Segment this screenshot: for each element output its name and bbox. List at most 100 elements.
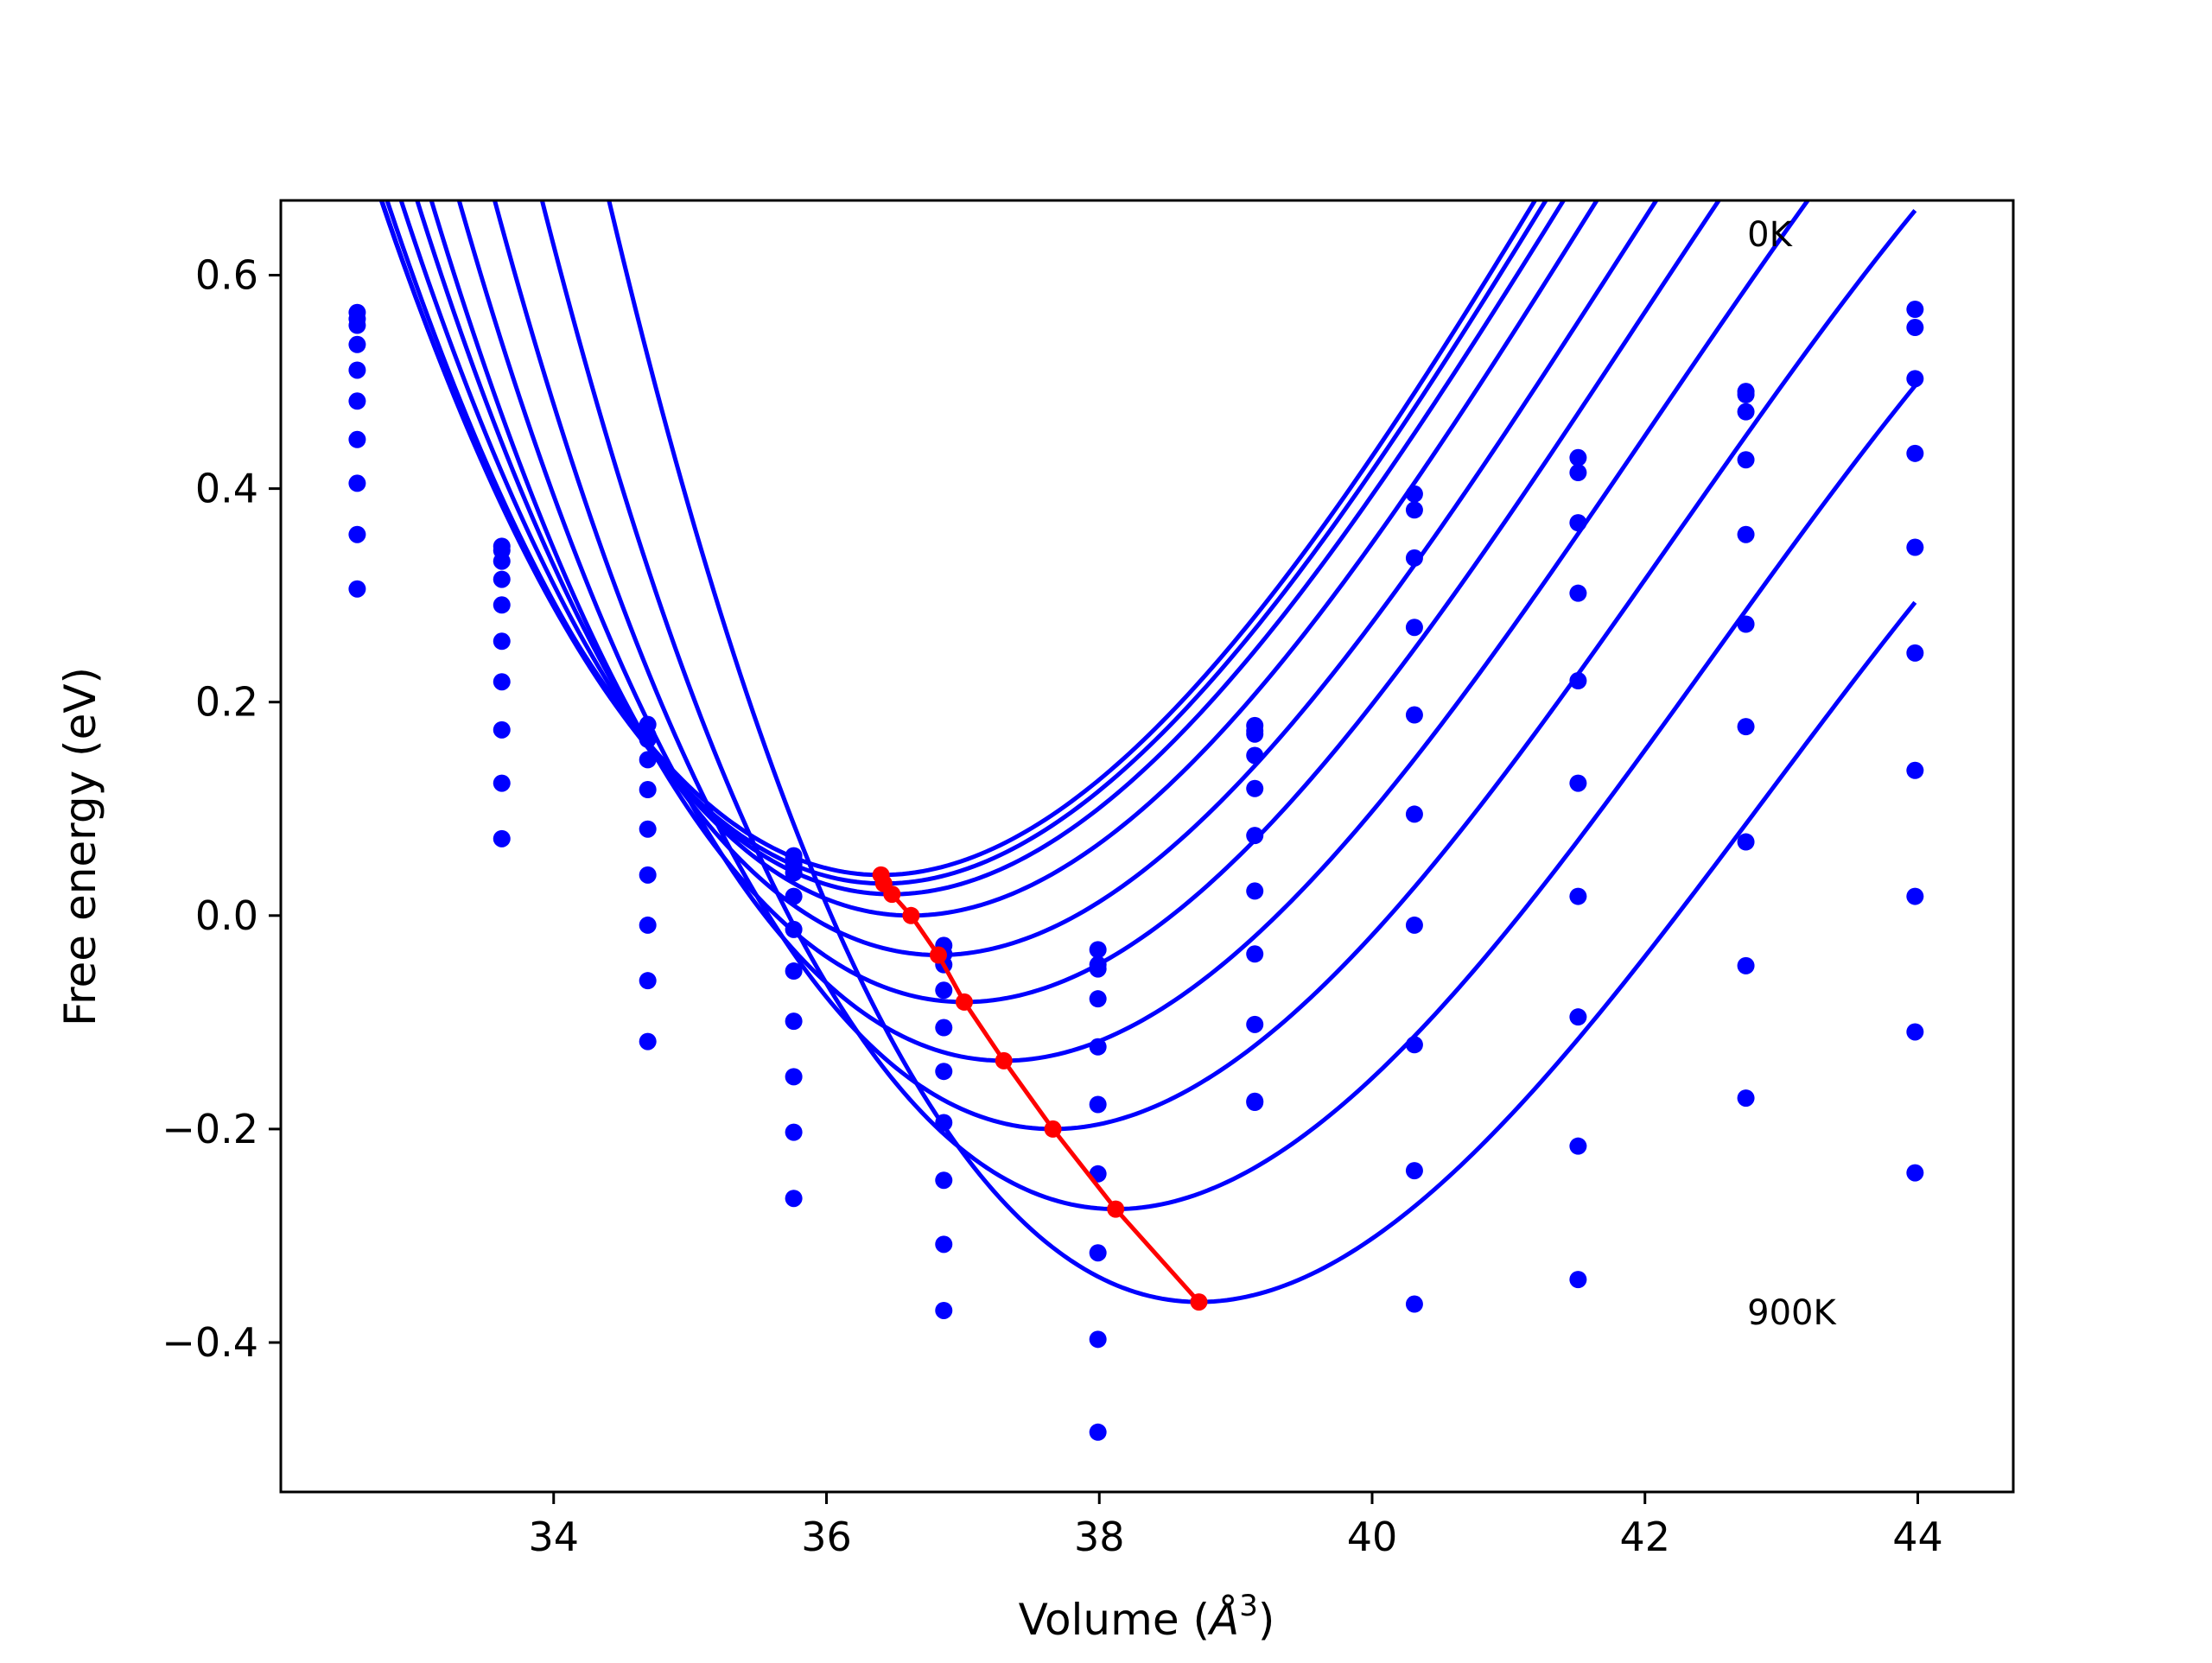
data-point [1906,644,1924,662]
data-point [1405,485,1423,503]
data-point [1737,956,1755,974]
data-point [639,730,657,748]
data-point [1569,671,1587,689]
curve-annotation: 900K [1747,1293,1837,1333]
data-point [935,981,953,1000]
data-point [935,1301,953,1319]
data-point [1089,941,1107,959]
data-point [1737,403,1755,421]
fit-curve-1 [379,200,1548,886]
data-point [785,1123,803,1141]
data-point [1246,827,1264,845]
data-point [493,829,511,847]
y-axis-label: Free energy (eV) [55,667,105,1026]
data-point [1569,774,1587,792]
data-point [1089,1244,1107,1262]
minimum-point [995,1051,1013,1070]
data-point [1246,1015,1264,1033]
data-point [1737,615,1755,633]
data-point [1089,1095,1107,1114]
y-tick-label: 0.2 [195,679,258,726]
data-point [493,673,511,691]
data-point [639,751,657,769]
fit-curve-5 [429,200,1722,1005]
data-point [1405,805,1423,823]
data-point [1737,833,1755,851]
x-tick-label: 40 [1347,1514,1398,1560]
data-point [493,570,511,588]
x-tick-label: 36 [801,1514,852,1560]
data-point [1737,1089,1755,1108]
minimum-point [929,946,947,964]
data-point [1906,444,1924,462]
plot-frame [279,199,2015,1494]
fit-curve-2 [385,200,1567,897]
data-point [348,316,366,334]
data-point [493,632,511,651]
y-tick-label: −0.4 [162,1319,258,1366]
data-point [639,1032,657,1050]
data-point [1405,1295,1423,1313]
minimum-point [1044,1120,1062,1138]
data-point [348,361,366,379]
data-point [1737,718,1755,736]
minimum-point [883,885,901,904]
data-point [1569,887,1587,905]
data-point [1906,761,1924,779]
y-tick-label: −0.2 [162,1106,258,1152]
fit-curve-9 [607,200,1917,1304]
data-point [1405,549,1423,567]
data-point [348,580,366,598]
data-point [1737,525,1755,543]
data-point [493,552,511,570]
data-point [1246,746,1264,765]
data-point [935,1114,953,1132]
data-point [639,972,657,990]
data-point [1569,1137,1587,1155]
x-axis-label: Volume (Å3) [1019,1589,1275,1645]
data-point [639,866,657,884]
y-tick-label: 0.6 [195,251,258,298]
data-point [1569,514,1587,532]
data-point [1405,501,1423,519]
data-point [1569,584,1587,602]
x-tick-label: 44 [1892,1514,1943,1560]
data-point [1737,451,1755,469]
data-point [1569,448,1587,467]
x-tick-label: 34 [528,1514,579,1560]
fit-curve-0 [378,200,1538,878]
x-axis: 34 36 38 40 42 44 [528,1492,1943,1560]
data-point [348,525,366,543]
minimum-point [1107,1200,1125,1218]
annotations: 0K 900K [1747,215,1837,1333]
data-point [1569,1008,1587,1026]
data-point [935,1171,953,1190]
data-point [1405,1162,1423,1180]
data-point [493,774,511,792]
minimum-point [902,906,920,924]
fit-curve-6 [456,200,1811,1063]
data-point [1246,725,1264,743]
fit-curve-3 [398,200,1599,918]
data-point [1906,1164,1924,1182]
data-point [639,916,657,934]
data-point [1569,464,1587,482]
y-tick-label: 0.0 [195,892,258,939]
curve-annotation: 0K [1747,215,1793,255]
data-point [639,820,657,838]
data-point [785,1012,803,1031]
data-point [1906,301,1924,319]
data-point [785,1190,803,1208]
data-point [1906,1023,1924,1041]
data-point [1246,1094,1264,1112]
data-point [785,962,803,981]
data-point [1246,945,1264,963]
data-point [348,392,366,410]
data-point [785,920,803,938]
data-point [1906,887,1924,905]
data-point [1246,882,1264,900]
data-point [1246,779,1264,797]
data-point [1405,706,1423,724]
